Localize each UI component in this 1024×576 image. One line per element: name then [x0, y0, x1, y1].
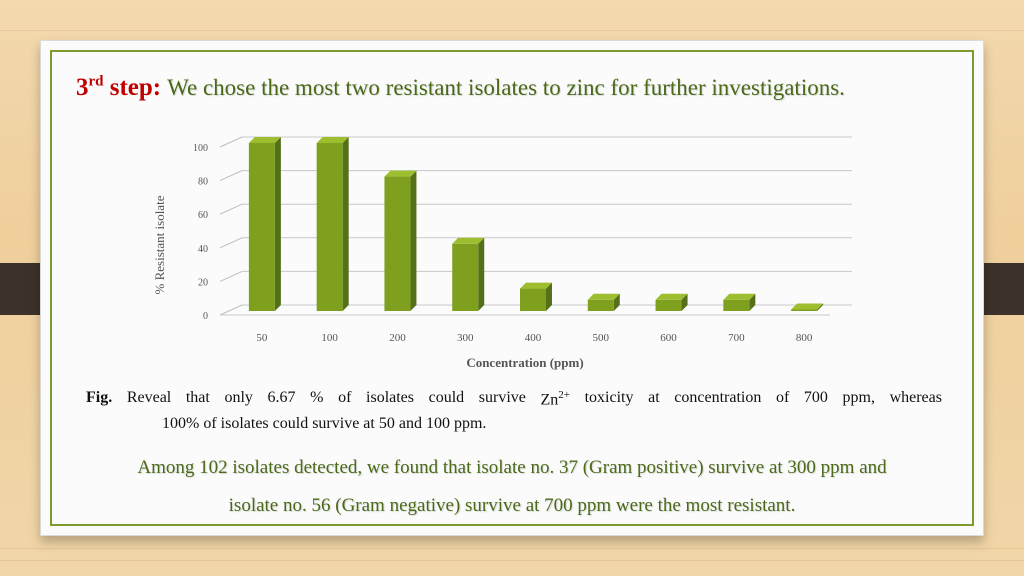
y-tick-label: 100 [193, 143, 208, 154]
caption-superscript: 2+ [558, 389, 570, 401]
slide-frame [50, 50, 974, 526]
bar-side [478, 237, 485, 311]
title-text: We chose the most two resistant isolates… [167, 75, 845, 101]
bar [248, 143, 275, 311]
bar-side [546, 282, 552, 311]
x-tick-label: 700 [728, 332, 745, 344]
y-tick-label: 0 [203, 311, 208, 322]
caption-word: concentration [674, 389, 762, 406]
x-tick-label: 400 [525, 332, 542, 344]
caption-line-1: Fig. Reveal that only 6.67% of isolates could su… [86, 389, 942, 409]
bar-side [681, 293, 688, 311]
gridline-diagonal [219, 170, 243, 182]
bar-top [791, 303, 824, 310]
x-tick-label: 600 [660, 332, 677, 344]
figure-caption: Fig. Reveal that only 6.67% of isolates could su… [86, 389, 942, 433]
bar [655, 299, 682, 311]
bar-top [587, 293, 620, 300]
x-axis-label: Concentration (ppm) [466, 355, 583, 370]
bar [384, 176, 411, 311]
caption-word: of [775, 389, 790, 406]
caption-word: isolates [366, 389, 415, 406]
caption-word: at [648, 389, 660, 406]
summary-line-2: isolate no. 56 (Gram negative) survive a… [228, 495, 796, 516]
bar-side [749, 293, 756, 311]
caption-word: 6.67 [267, 389, 296, 406]
bar [520, 288, 546, 311]
x-tick-label: 300 [457, 332, 474, 344]
x-tick-label: 800 [796, 332, 813, 344]
bar-chart: 0 20 40 60 80 100 50 100 200 300 400 500 600 700 800 Co… [152, 136, 852, 370]
caption-word: 700 [803, 389, 828, 406]
bar [791, 309, 818, 311]
bar-top [452, 237, 485, 244]
caption-word: whereas [889, 389, 942, 406]
bar-top [520, 282, 552, 289]
gridline-diagonal [219, 237, 243, 249]
bar-side [342, 137, 349, 311]
bar [316, 143, 343, 311]
gridline-diagonal [219, 270, 243, 282]
x-tick-label: 500 [593, 332, 610, 344]
bar-top [248, 137, 281, 143]
caption-word: ppm, [842, 389, 875, 406]
caption-word: toxicity [584, 389, 634, 406]
gridline-diagonal [219, 203, 243, 215]
y-tick-label: 60 [198, 210, 208, 221]
x-tick-label: 50 [256, 332, 268, 344]
caption-word: could [428, 389, 465, 406]
slide-title: 3rd step: We chose the most two resistant… [76, 74, 845, 102]
bar-side [410, 170, 417, 311]
summary-line-1: Among 102 isolates detected, we found th… [137, 457, 887, 478]
y-axis-label: % Resistant isolate [152, 195, 167, 294]
caption-line-2: 100% of isolates could survive at 50 and… [162, 415, 487, 433]
x-tick-label: 100 [321, 332, 338, 344]
y-tick-label: 20 [198, 277, 208, 288]
caption-word: % [310, 389, 324, 406]
bar-side [274, 137, 281, 311]
caption-word: Reveal [126, 389, 172, 406]
slide-card [40, 40, 984, 536]
caption-word: survive [478, 389, 526, 406]
gridline-diagonal [219, 136, 243, 148]
bar [452, 243, 479, 311]
bar-side [817, 303, 824, 311]
caption-word: of [338, 389, 352, 406]
bar [587, 299, 614, 311]
caption-word: that [185, 389, 210, 406]
bar-top [655, 293, 688, 300]
bar [723, 299, 750, 311]
title-step: 3rd step: [76, 74, 162, 102]
gridline-diagonal [219, 304, 243, 316]
y-tick-label: 40 [198, 244, 208, 255]
caption-fig-label: Fig. [86, 389, 113, 406]
caption-word: Zn2+ [540, 389, 571, 409]
bar-top [316, 137, 349, 143]
bar-side [613, 293, 620, 311]
x-tick-label: 200 [389, 332, 406, 344]
y-tick-label: 80 [198, 177, 208, 188]
caption-word: only [224, 389, 253, 406]
bar-top [723, 293, 756, 300]
bar-top [384, 170, 417, 177]
